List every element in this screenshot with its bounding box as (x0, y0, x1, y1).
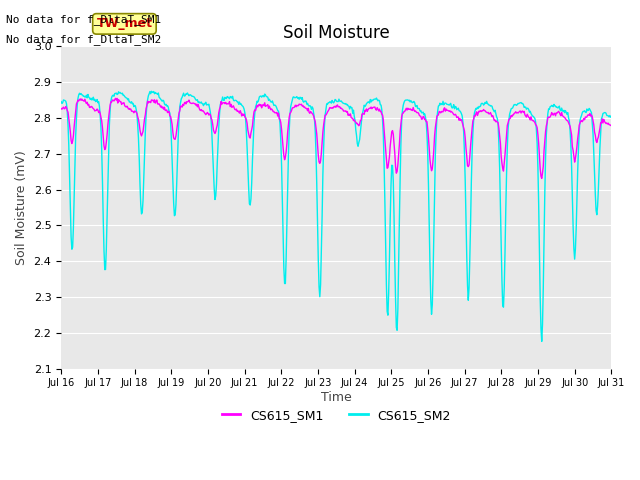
Line: CS615_SM2: CS615_SM2 (61, 91, 611, 341)
CS615_SM1 (420, 114, 428, 120)
CS615_SM1 (180, 100, 188, 106)
CS615_SM2 (404, 97, 412, 103)
CS615_SM1 (209, 127, 217, 133)
CS615_SM1 (111, 96, 119, 101)
CS615_SM1 (538, 176, 545, 181)
CS615_SM2 (148, 88, 156, 94)
X-axis label: Time: Time (321, 391, 351, 404)
Text: No data for f_DltaT_SM1: No data for f_DltaT_SM1 (6, 14, 162, 25)
Text: TW_met: TW_met (97, 17, 152, 30)
CS615_SM2 (209, 170, 217, 176)
Legend: CS615_SM1, CS615_SM2: CS615_SM1, CS615_SM2 (216, 404, 456, 427)
Text: No data for f_DltaT_SM2: No data for f_DltaT_SM2 (6, 34, 162, 45)
CS615_SM2 (538, 338, 545, 344)
CS615_SM2 (67, 234, 75, 240)
CS615_SM2 (607, 114, 615, 120)
CS615_SM1 (67, 138, 75, 144)
CS615_SM1 (125, 106, 132, 112)
CS615_SM2 (124, 97, 132, 103)
CS615_SM2 (420, 112, 428, 118)
Line: CS615_SM1: CS615_SM1 (61, 98, 611, 179)
Y-axis label: Soil Moisture (mV): Soil Moisture (mV) (15, 150, 28, 265)
CS615_SM1 (58, 106, 65, 111)
CS615_SM2 (58, 99, 65, 105)
CS615_SM2 (180, 93, 188, 99)
Title: Soil Moisture: Soil Moisture (283, 24, 390, 42)
CS615_SM1 (607, 122, 615, 128)
CS615_SM1 (404, 105, 412, 111)
